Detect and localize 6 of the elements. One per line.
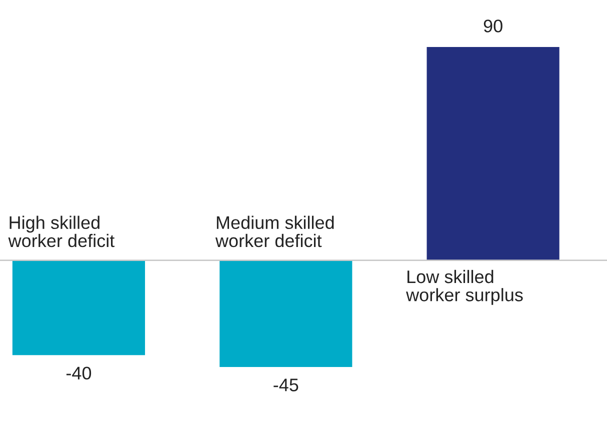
x-tick-label: Medium skilled worker deficit [215, 216, 334, 248]
x-tick-label: High skilled worker deficit [8, 216, 115, 248]
data-label: 90 [484, 20, 502, 32]
data-label: -45 [274, 378, 298, 392]
data-label: -40 [66, 366, 92, 380]
x-tick-label: Low skilled worker surplus [406, 270, 523, 305]
